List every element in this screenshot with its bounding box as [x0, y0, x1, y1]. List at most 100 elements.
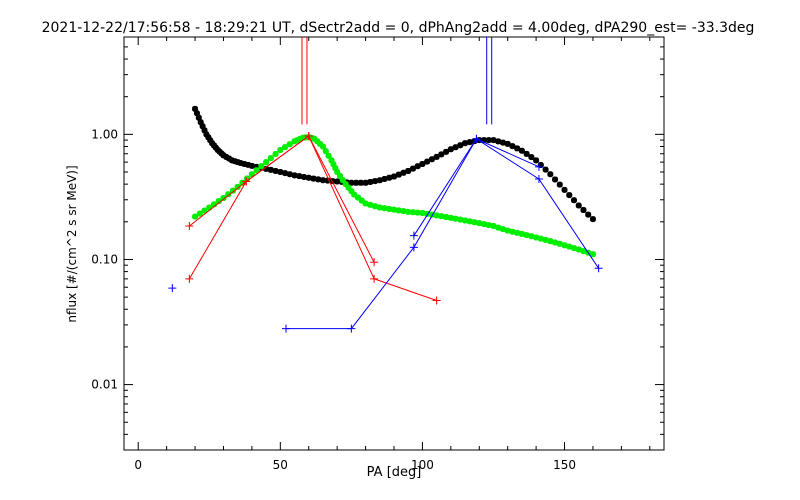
x-tick-label: 0 — [134, 458, 142, 472]
series-0-point — [291, 172, 298, 179]
series-0-point — [561, 186, 568, 193]
series-1-point — [282, 144, 289, 151]
series-0-point — [552, 176, 559, 183]
series-1-point — [457, 216, 464, 223]
series-0-point — [324, 177, 331, 184]
series-1-point — [438, 213, 445, 220]
series-5-point — [534, 162, 543, 171]
series-0-point — [556, 181, 563, 188]
series-1-point — [201, 207, 208, 214]
series-1-point — [447, 214, 454, 221]
series-1-point — [575, 246, 582, 253]
series-1-point — [462, 217, 469, 224]
series-0-point — [301, 173, 307, 180]
series-0-point — [319, 177, 326, 184]
series-3-point — [432, 296, 441, 305]
series-5-point — [472, 134, 481, 143]
series-4-point — [409, 243, 418, 252]
series-0-point — [376, 177, 383, 184]
series-1-point — [504, 227, 511, 234]
series-1-point — [272, 151, 279, 158]
series-0-point — [372, 178, 379, 185]
series-5-point — [409, 231, 418, 240]
series-0-point — [495, 138, 502, 145]
series-1-point — [409, 209, 416, 216]
series-1-point — [485, 222, 492, 229]
series-1-point — [509, 228, 516, 235]
series-1-point — [452, 215, 459, 222]
series-0-point — [433, 153, 440, 160]
series-1-point — [263, 159, 270, 166]
series-0-point — [305, 174, 312, 181]
series-3-point — [370, 274, 379, 283]
series-0-point — [499, 139, 506, 146]
series-4-line — [286, 138, 600, 330]
plot-frame — [123, 36, 665, 451]
series-1-point — [514, 229, 521, 236]
series-1-point — [395, 207, 402, 214]
series-0-point — [357, 179, 364, 186]
series-1-point — [547, 238, 554, 245]
series-0-point — [315, 176, 322, 183]
series-0-point — [566, 192, 573, 199]
series-0-point — [585, 211, 592, 218]
series-0-point — [386, 174, 393, 181]
series-2-point — [185, 222, 194, 231]
series-0-point — [447, 146, 454, 153]
series-1-point — [220, 194, 227, 201]
series-0-point — [575, 202, 582, 209]
series-1-point — [433, 212, 440, 219]
series-1-point — [556, 240, 563, 247]
series-0-point — [438, 151, 445, 158]
series-3-line — [188, 135, 437, 301]
series-0-point — [589, 216, 596, 223]
series-1-point — [253, 167, 260, 174]
y-tick-label: 1.00 — [91, 127, 118, 141]
series-1-point — [229, 187, 236, 194]
series-1-point — [414, 209, 421, 216]
series-1-point — [234, 183, 241, 190]
series-0-point — [504, 140, 511, 147]
series-1-point — [499, 226, 506, 233]
series-1-point — [542, 236, 549, 243]
series-0-point — [547, 171, 554, 178]
y-axis-label: nflux [#/(cm^2 s sr MeV)] — [65, 165, 79, 322]
series-1-point — [367, 201, 374, 208]
series-1-point — [495, 224, 502, 231]
series-0-point — [452, 144, 459, 151]
series-1-point — [322, 148, 329, 155]
series-0-point — [466, 139, 473, 146]
series-0-point — [272, 167, 279, 174]
series-0-point — [509, 143, 516, 150]
axis-ticks: 0 50 100 150 0.01 0.10 1.00 — [91, 36, 664, 472]
series-0-point — [518, 147, 525, 154]
series-1-point — [566, 243, 573, 250]
x-tick-label: 100 — [411, 458, 434, 472]
series-6-point — [168, 284, 177, 293]
series-1-point — [571, 245, 577, 252]
series-0-point — [348, 179, 355, 186]
series-2-point — [370, 258, 379, 267]
series-0-point — [391, 173, 397, 180]
series-0-point — [409, 165, 416, 172]
series-0-point — [580, 207, 587, 214]
series-0-point — [277, 169, 284, 176]
series-1-point — [533, 234, 540, 241]
series-0-point — [296, 173, 303, 180]
series-0-point — [533, 157, 540, 164]
series-0-point — [400, 169, 407, 176]
series-1-point — [277, 146, 284, 153]
series-4-point — [594, 264, 603, 273]
series-0-point — [490, 137, 497, 144]
y-tick-label: 0.10 — [91, 252, 118, 266]
series-1-point — [258, 163, 265, 170]
series-1-point — [419, 210, 426, 217]
series-1-point — [386, 205, 393, 212]
series-4-point — [282, 324, 290, 333]
series-0-point — [514, 145, 521, 152]
series-1-point — [561, 242, 568, 249]
series-1-point — [476, 220, 483, 227]
series-1-point — [552, 239, 559, 246]
series-0-point — [571, 197, 577, 204]
